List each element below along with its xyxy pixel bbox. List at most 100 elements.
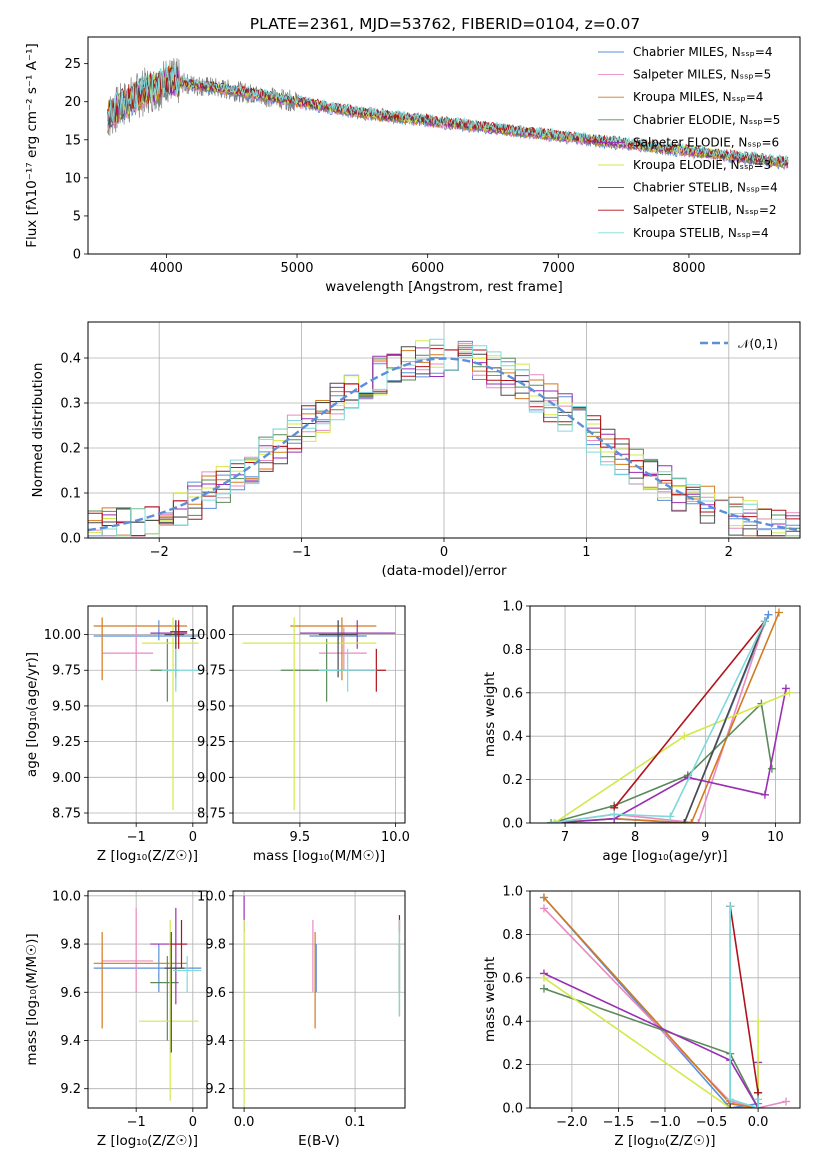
point-marker — [760, 790, 769, 799]
weight-vs-Z-panel: −2.0 −1.5 −1.0 −0.5 0.0 0.0 0.2 0.4 0.6 0.8 1.0 Z [… — [482, 885, 801, 1149]
y-tick-label: 0.2 — [502, 1058, 523, 1073]
mass-vs-Z-panel: −1 0 9.2 9.4 9.6 9.8 10.0 Z [log₁₀(Z/Z☉)] mass [… — [24, 889, 208, 1149]
series-chabrier-elodie — [547, 699, 776, 823]
y-tick-label: 1.0 — [502, 600, 523, 615]
age-vs-mass-plot — [233, 606, 405, 823]
errorbar-chabrier-miles — [93, 944, 202, 993]
y-axis-label: mass weight — [482, 672, 498, 757]
errorbar-kroupa-stelib — [161, 648, 202, 692]
y-tick-label: 0.4 — [502, 730, 523, 745]
point-marker — [781, 684, 790, 693]
y-tick-label: 0.6 — [502, 971, 523, 986]
y-tick-label: 10.00 — [189, 628, 226, 643]
mass-vs-Z-plot — [88, 891, 207, 1108]
y-tick-label: 9.4 — [60, 1034, 81, 1049]
y-tick-label: 9.00 — [197, 771, 226, 786]
series-line — [550, 701, 773, 823]
legend-entry-kroupa-elodie: Kroupa ELODIE, Nₛₛₚ=3 — [633, 158, 771, 172]
y-tick-label: 20 — [64, 95, 81, 110]
y-tick-label: 9.6 — [205, 986, 226, 1001]
x-tick-label: −2 — [150, 545, 169, 560]
x-tick-label: 10 — [767, 830, 784, 845]
y-tick-label: 0.8 — [502, 643, 523, 658]
series-line — [543, 972, 759, 1108]
x-tick-label: 8 — [631, 830, 639, 845]
series-salpeter-elodie — [550, 684, 790, 823]
x-axis-label: Z [log₁₀(Z/Z☉)] — [614, 1133, 715, 1149]
age-vs-Z-errorbars — [93, 617, 202, 811]
x-tick-label: 5000 — [280, 261, 313, 276]
y-tick-label: 10.0 — [197, 889, 226, 904]
errorbar-chabrier-elodie — [150, 956, 179, 1041]
axes-frame — [87, 890, 208, 1109]
weight-vs-Z-plot — [530, 890, 800, 1109]
y-axis-label: mass weight — [482, 957, 498, 1042]
errorbar-chabrier-stelib — [319, 620, 358, 678]
series-line — [729, 906, 759, 1108]
y-tick-label: 9.25 — [197, 735, 226, 750]
y-tick-label: 9.8 — [205, 938, 226, 953]
point-marker — [666, 812, 675, 821]
axes-frame — [87, 605, 208, 824]
axes-frame — [232, 890, 406, 1109]
axes-frame — [87, 321, 801, 539]
x-tick-label: 0.1 — [345, 1115, 366, 1130]
spectrum-lines — [107, 58, 789, 171]
point-marker — [550, 819, 559, 823]
mass-vs-EBV-errorbars — [243, 895, 401, 1106]
point-marker — [687, 819, 696, 823]
spectrum-panel: 4000 5000 6000 7000 8000 0 5 10 15 20 25 wavelength… — [24, 36, 801, 295]
series-line — [543, 987, 759, 1108]
x-tick-label: 0.0 — [234, 1115, 255, 1130]
x-tick-label: 1 — [582, 545, 590, 560]
axes-frame — [232, 605, 406, 824]
x-tick-label: 6000 — [411, 261, 444, 276]
residual-histograms — [88, 338, 800, 537]
series-salpeter-elodie — [539, 969, 763, 1108]
point-marker — [539, 973, 548, 982]
point-marker — [754, 1104, 763, 1108]
point-marker — [774, 608, 783, 617]
y-tick-label: 0.0 — [502, 1102, 523, 1117]
y-tick-label: 9.50 — [52, 699, 81, 714]
series-kroupa-elodie — [550, 688, 794, 823]
series-line — [613, 620, 766, 809]
axes-frame — [529, 890, 801, 1109]
y-tick-label: 0.3 — [60, 397, 81, 412]
series-chabrier-miles — [547, 610, 773, 823]
x-tick-label: −1 — [127, 1115, 146, 1130]
y-tick-label: 0.1 — [60, 487, 81, 502]
x-axis-label: (data-model)/error — [381, 563, 507, 579]
errorbar-kroupa-elodie — [242, 617, 377, 811]
point-marker — [547, 819, 556, 823]
errorbar-salpeter-miles — [102, 907, 154, 993]
series-chabrier-miles — [539, 893, 763, 1108]
series-line — [543, 896, 759, 1108]
y-tick-label: 9.75 — [197, 664, 226, 679]
legend-entry-chabrier-stelib: Chabrier STELIB, Nₛₛₚ=4 — [633, 181, 778, 195]
series-line — [554, 692, 790, 823]
series-salpeter-stelib — [610, 617, 769, 812]
age-vs-Z-panel: −1 0 8.75 9.00 9.25 9.50 9.75 10.00 Z [log₁₀(Z/Z… — [24, 605, 208, 864]
errorbar-salpeter-stelib — [170, 620, 188, 649]
figure-title: PLATE=2361, MJD=53762, FIBERID=0104, z=0… — [250, 15, 640, 33]
errorbar-kroupa-miles — [93, 931, 188, 1029]
x-tick-label: 9.5 — [290, 830, 311, 845]
mass-vs-EBV-panel: 0.0 0.1 9.2 9.4 9.6 9.8 10.0 E(B-V) — [197, 889, 406, 1149]
errorbar-chabrier-miles — [93, 620, 199, 641]
y-tick-label: 0 — [73, 248, 81, 263]
histogram-kroupa-stelib — [88, 338, 800, 537]
x-tick-label: −1 — [292, 545, 311, 560]
weight-vs-Z-lines — [539, 893, 791, 1108]
age-vs-mass-errorbars — [242, 617, 396, 811]
x-tick-label: −2.0 — [556, 1115, 588, 1130]
y-axis-label: Flux [fλ10⁻¹⁷ erg cm⁻² s⁻¹ A⁻¹] — [24, 43, 40, 248]
residuals-plot — [88, 322, 800, 539]
axes-frame — [529, 605, 801, 824]
errorbar-salpeter-miles — [102, 627, 154, 671]
y-tick-label: 9.2 — [205, 1082, 226, 1097]
series-line — [551, 620, 766, 823]
y-tick-label: 9.75 — [52, 664, 81, 679]
point-marker — [764, 610, 773, 619]
histogram-salpeter-elodie — [88, 347, 800, 537]
